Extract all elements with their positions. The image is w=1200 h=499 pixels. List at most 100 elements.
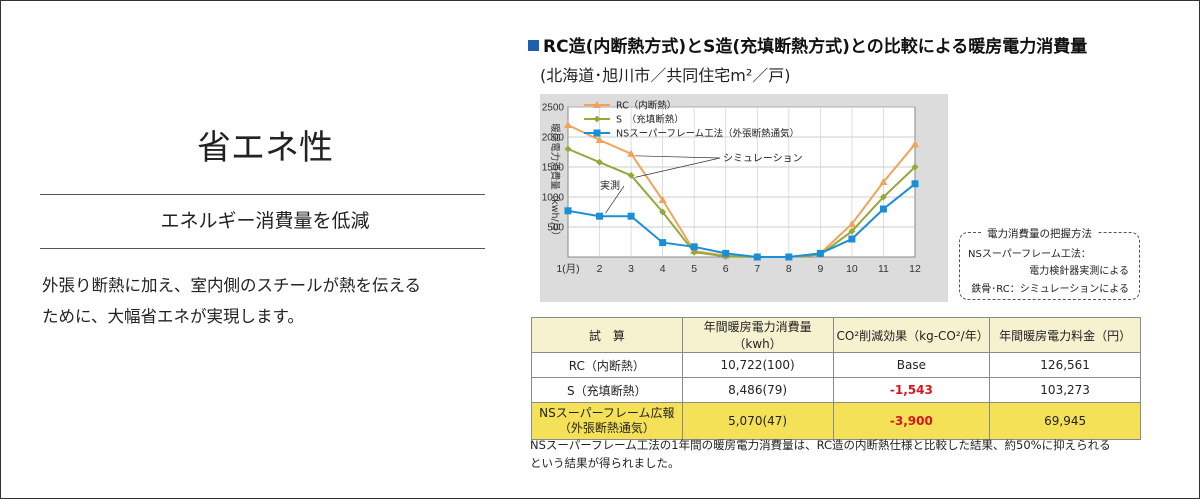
- y-tick-label: 2000: [542, 133, 565, 144]
- data-point: [911, 163, 919, 171]
- note-title: 電力消費量の把握方法: [982, 226, 1097, 241]
- x-tick-label: 8: [786, 263, 792, 275]
- annotation-leader: [635, 155, 721, 159]
- row-consumption: 5,070(47): [681, 402, 834, 440]
- annotation-measured: 実測: [600, 179, 620, 192]
- header-cost: 年間暖房電力料金（円）: [989, 317, 1141, 353]
- data-point: [564, 207, 572, 215]
- note-line-2: 電力検針器実測による: [1029, 266, 1129, 277]
- data-point: [690, 243, 698, 251]
- row-cost: 69,945: [989, 402, 1141, 440]
- y-tick-label: 1000: [542, 193, 565, 204]
- row-co2: Base: [832, 352, 991, 378]
- row-label: NSスーパーフレーム広報 （外張断熱通気）: [531, 402, 683, 440]
- description-line-2: ために、大幅省エネが実現します。: [42, 307, 304, 326]
- note-line-1: NSスーパーフレーム工法：: [968, 249, 1091, 260]
- series-line: [567, 148, 916, 258]
- table-row: RC（内断熱） 10,722(100) Base 126,561: [531, 352, 1141, 378]
- x-tick-label: 11: [878, 263, 889, 275]
- footnote-line-2: という結果が得られました。: [530, 456, 680, 470]
- legend-label: NSスーパーフレーム工法（外張断熱通気）: [616, 128, 799, 140]
- row-cost: 126,561: [989, 352, 1141, 378]
- data-point: [564, 121, 572, 128]
- comparison-table: 試 算 年間暖房電力消費量（kwh） CO²削減効果（kg-CO²/年） 年間暖…: [531, 317, 1141, 440]
- x-tick-label: 7: [754, 263, 760, 275]
- x-tick-label: 5: [691, 263, 697, 275]
- data-point: [816, 249, 824, 257]
- heading-square-icon: [528, 40, 539, 51]
- heating-consumption-chart: 500 1000 1500 2000 2500 1(月) 2 3 4 5 6 7 8 9 10 11 12 暖房電…: [542, 100, 921, 276]
- data-point: [848, 227, 856, 235]
- legend-marker: [593, 101, 601, 108]
- y-tick-label: 500: [547, 223, 564, 234]
- data-point: [879, 205, 887, 213]
- row-label: S（充填断熱）: [531, 377, 683, 403]
- row-consumption: 8,486(79): [681, 377, 834, 403]
- title-divider-top: [40, 194, 485, 195]
- header-calc: 試 算: [531, 317, 683, 353]
- data-point: [911, 140, 919, 148]
- x-tick-label: 6: [723, 263, 729, 275]
- data-point: [753, 253, 761, 261]
- measurement-method-note: 電力消費量の把握方法 NSスーパーフレーム工法： 電力検針器実測による 鉄骨･R…: [959, 226, 1140, 300]
- footnote: NSスーパーフレーム工法の1年間の暖房電力消費量は、RC造の内断熱仕様と比較した…: [530, 436, 1150, 472]
- page-title: 省エネ性: [197, 128, 333, 168]
- data-point: [564, 145, 572, 153]
- x-tick-label: 2: [597, 263, 603, 275]
- row-label: RC（内断熱）: [531, 352, 683, 378]
- y-tick-label: 1500: [542, 163, 565, 174]
- annotation-simulation: シミュレーション: [723, 154, 803, 165]
- page-subtitle: エネルギー消費量を低減: [160, 210, 370, 232]
- chart-subheading: (北海道･旭川市／共同住宅m²／戸): [540, 66, 791, 85]
- data-point: [847, 220, 856, 227]
- y-tick-label: 2500: [542, 103, 565, 114]
- note-line-3: 鉄骨･RC：シミュレーションによる: [971, 284, 1129, 295]
- data-point: [659, 239, 667, 247]
- data-point: [627, 212, 635, 220]
- legend-label: S （充填断熱）: [616, 114, 684, 126]
- table-header-row: 試 算 年間暖房電力消費量（kwh） CO²削減効果（kg-CO²/年） 年間暖…: [531, 317, 1141, 353]
- y-axis-label: 暖房電力消費量（kwh/月）: [549, 123, 561, 241]
- annotation-leader: [635, 157, 721, 178]
- data-point: [596, 212, 604, 220]
- data-point: [595, 136, 604, 143]
- header-consumption: 年間暖房電力消費量（kwh）: [681, 317, 834, 353]
- data-point: [879, 193, 887, 201]
- row-label-line-1: NSスーパーフレーム広報: [539, 406, 675, 420]
- series-line: [567, 183, 916, 258]
- row-co2: -1,543: [832, 377, 991, 403]
- chart-heading: RC造(内断熱方式)とS造(充填断熱方式)との比較による暖房電力消費量: [528, 32, 1087, 57]
- data-point: [627, 171, 635, 179]
- table-row: S（充填断熱） 8,486(79) -1,543 103,273: [531, 377, 1141, 403]
- data-point: [848, 235, 856, 243]
- x-tick-label: 3: [628, 263, 634, 275]
- annotation-leader: [605, 185, 625, 214]
- data-point: [690, 248, 698, 256]
- data-point: [722, 249, 730, 257]
- footnote-line-1: NSスーパーフレーム工法の1年間の暖房電力消費量は、RC造の内断熱仕様と比較した…: [530, 438, 1111, 452]
- x-tick-label: 12: [909, 263, 921, 275]
- x-tick-label: 4: [660, 263, 666, 275]
- x-tick-label: 9: [817, 263, 823, 275]
- table-row-highlight: NSスーパーフレーム広報 （外張断熱通気） 5,070(47) -3,900 6…: [531, 402, 1141, 440]
- title-divider-bottom: [40, 248, 485, 249]
- description-text: 外張り断熱に加え、室内側のスチールが熱を伝える ために、大幅省エネが実現します。: [42, 270, 492, 332]
- data-point: [911, 180, 919, 188]
- row-consumption: 10,722(100): [681, 352, 834, 378]
- plot-area: [567, 106, 916, 258]
- row-label-line-2: （外張断熱通気）: [558, 421, 655, 435]
- row-cost: 103,273: [989, 377, 1141, 403]
- row-co2: -3,900: [832, 402, 991, 440]
- description-line-1: 外張り断熱に加え、室内側のスチールが熱を伝える: [42, 276, 422, 295]
- data-point: [596, 158, 604, 166]
- header-co2: CO²削減効果（kg-CO²/年）: [832, 317, 991, 353]
- legend-label: RC（内断熱）: [616, 100, 676, 112]
- legend-marker: [593, 115, 601, 123]
- data-point: [659, 208, 667, 216]
- data-point: [627, 149, 636, 157]
- data-point: [879, 178, 888, 185]
- chart-heading-text: RC造(内断熱方式)とS造(充填断熱方式)との比較による暖房電力消費量: [543, 37, 1088, 57]
- x-tick-label: 10: [846, 263, 858, 275]
- x-tick-label: 1(月): [556, 263, 579, 275]
- legend-marker: [593, 129, 601, 137]
